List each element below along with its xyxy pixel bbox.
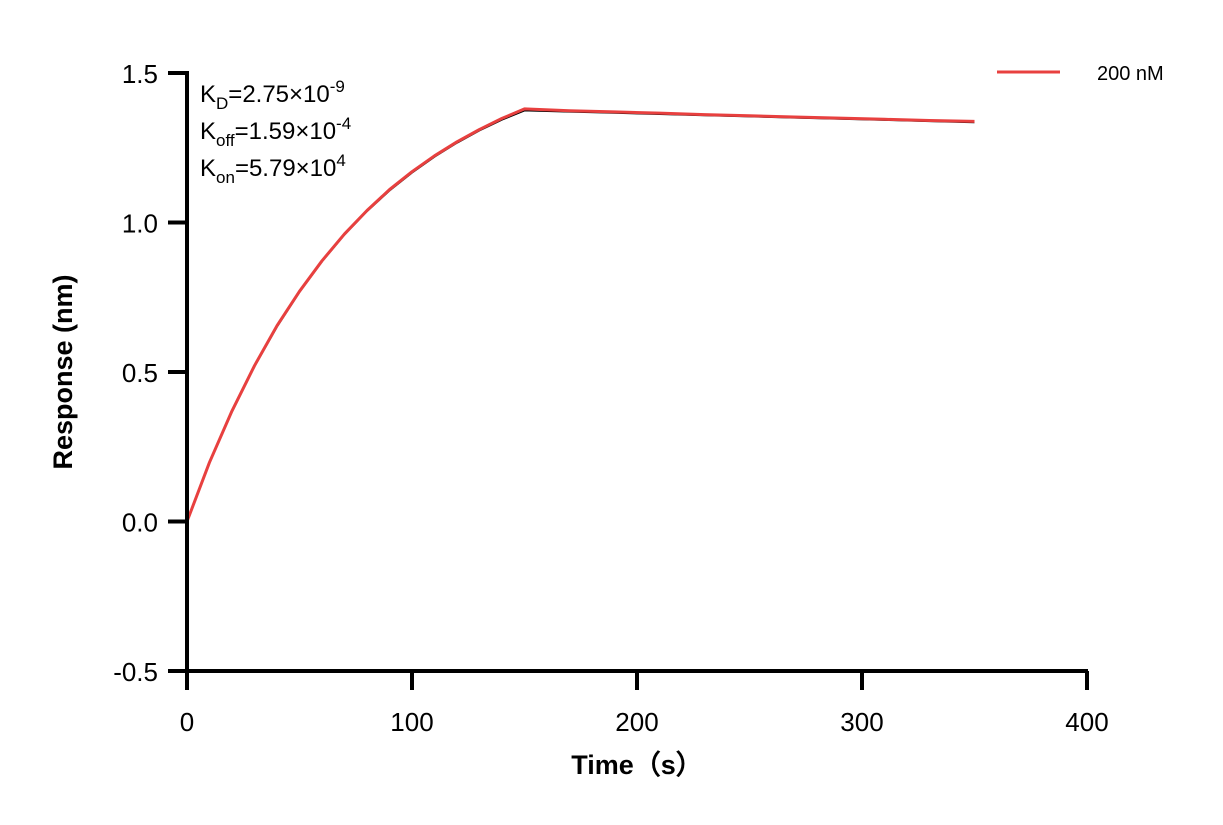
annotation-main: K [200, 155, 216, 182]
kinetic-annotation: Kon=5.79×104 [200, 151, 346, 187]
annotation-main: K [200, 118, 216, 145]
y-tick-label: 1.0 [122, 209, 158, 239]
annotation-rest: =2.75×10 [228, 81, 329, 108]
y-tick-label: 0.5 [122, 358, 158, 388]
kinetic-annotation: Koff=1.59×10-4 [200, 114, 351, 150]
annotation-sup: 4 [336, 151, 345, 170]
annotation-sub: off [216, 131, 235, 150]
annotation-rest: =1.59×10 [235, 118, 336, 145]
legend: 200 nM [997, 63, 1164, 85]
y-axis-label: Response (nm) [48, 274, 78, 469]
x-tick-label: 300 [840, 707, 883, 737]
legend-label-200nM: 200 nM [1097, 63, 1164, 85]
x-tick-label: 100 [390, 707, 433, 737]
series-line-200nM [185, 107, 975, 523]
x-tick-label: 0 [180, 707, 194, 737]
annotation-rest: =5.79×10 [235, 155, 336, 182]
annotation-sub: D [216, 94, 228, 113]
y-tick-label: 0.0 [122, 508, 158, 538]
annotation-main: K [200, 81, 216, 108]
annotation-sub: on [216, 168, 235, 187]
y-tick-label: -0.5 [113, 657, 158, 687]
x-tick-label: 200 [615, 707, 658, 737]
annotation-sup: -9 [330, 77, 345, 96]
kinetic-annotation: KD=2.75×10-9 [200, 77, 345, 113]
x-tick-label: 400 [1065, 707, 1108, 737]
y-tick-label: 1.5 [122, 59, 158, 89]
annotation-sup: -4 [336, 114, 351, 133]
x-axis-label: Time（s） [571, 750, 703, 780]
